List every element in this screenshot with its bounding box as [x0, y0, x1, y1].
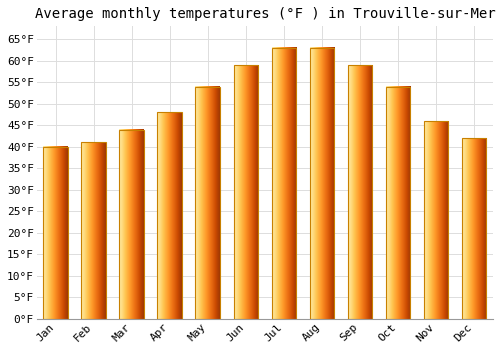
Bar [234, 65, 258, 319]
Bar [82, 142, 106, 319]
Bar [44, 147, 68, 319]
Bar [424, 121, 448, 319]
Bar [120, 130, 144, 319]
Bar [158, 112, 182, 319]
Bar [196, 86, 220, 319]
Title: Average monthly temperatures (°F ) in Trouville-sur-Mer: Average monthly temperatures (°F ) in Tr… [34, 7, 495, 21]
Bar [310, 48, 334, 319]
Bar [462, 138, 486, 319]
Bar [386, 86, 410, 319]
Bar [272, 48, 296, 319]
Bar [348, 65, 372, 319]
